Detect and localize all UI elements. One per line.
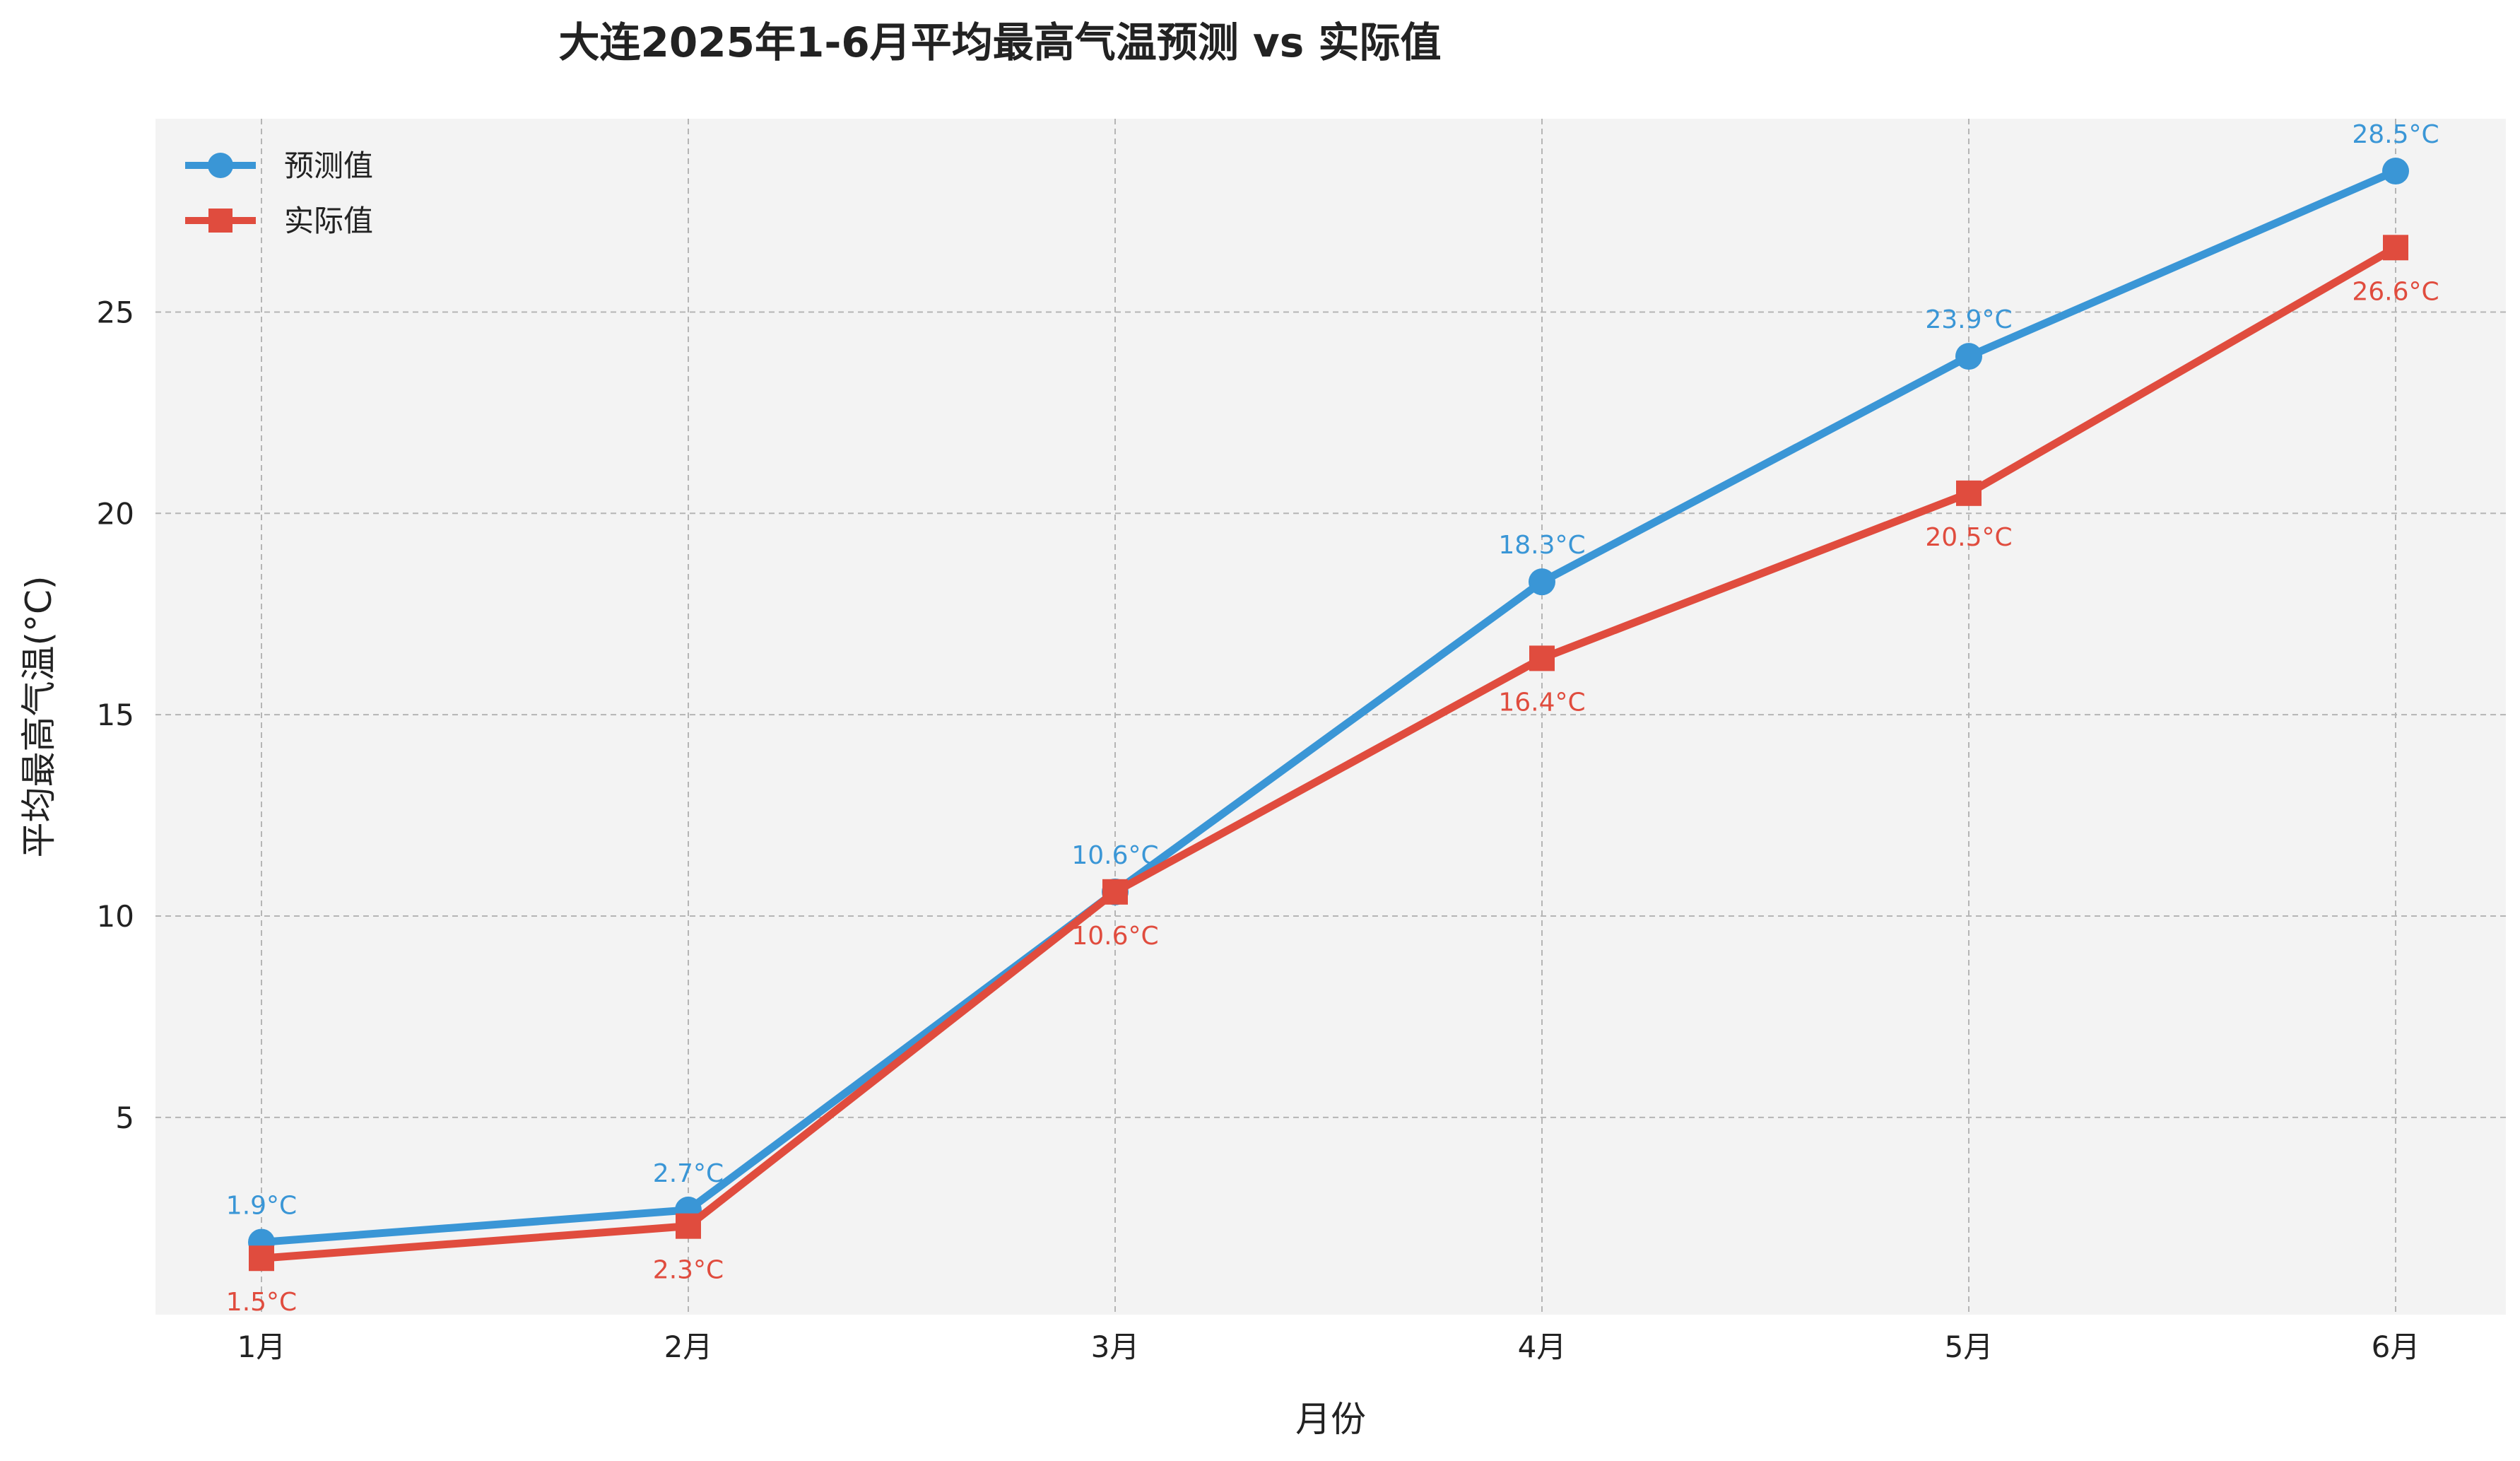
data-labels: 1.9°C 2.7°C 10.6°C 18.3°C 23.9°C 28.5°C 1.5°C 2… xyxy=(226,120,2439,1317)
data-label: 28.5°C xyxy=(2352,120,2439,149)
legend-marker-square xyxy=(208,209,232,233)
data-label: 16.4°C xyxy=(1498,688,1585,717)
x-tick-label: 2月 xyxy=(664,1330,713,1364)
data-point-square xyxy=(1529,645,1555,671)
y-axis-label: 平均最高气温(°C) xyxy=(18,576,59,858)
legend-item-forecast: 预测值 xyxy=(185,148,373,183)
plot-area xyxy=(155,119,2506,1315)
tick-labels: 1月 2月 3月 4月 5月 6月 5 10 15 20 25 xyxy=(97,295,2420,1364)
data-point-square xyxy=(676,1213,701,1239)
grid xyxy=(155,119,2506,1315)
data-point-circle xyxy=(2382,158,2409,185)
x-tick-label: 4月 xyxy=(1518,1330,1567,1364)
y-tick-label: 10 xyxy=(97,899,134,934)
x-tick-label: 1月 xyxy=(237,1330,286,1364)
x-tick-label: 3月 xyxy=(1091,1330,1140,1364)
legend-item-actual: 实际值 xyxy=(185,204,373,238)
data-point-square xyxy=(1102,879,1128,905)
data-label: 20.5°C xyxy=(1925,523,2012,552)
y-tick-label: 15 xyxy=(97,698,134,732)
y-tick-label: 5 xyxy=(115,1101,134,1135)
legend-marker-circle xyxy=(208,153,233,178)
series-layer xyxy=(248,158,2409,1272)
y-tick-label: 20 xyxy=(97,496,134,531)
data-point-square xyxy=(1956,480,1982,506)
x-tick-label: 6月 xyxy=(2372,1330,2420,1364)
data-point-square xyxy=(2383,235,2408,261)
data-point-square xyxy=(249,1245,274,1272)
series-line-1 xyxy=(257,243,2400,1262)
legend-label-forecast: 预测值 xyxy=(284,148,373,183)
x-axis-label: 月份 xyxy=(1295,1399,1366,1440)
y-tick-label: 25 xyxy=(97,295,134,329)
data-label: 18.3°C xyxy=(1498,531,1585,560)
x-tick-label: 5月 xyxy=(1945,1330,1994,1364)
series-line-0 xyxy=(257,167,2400,1246)
data-point-circle xyxy=(1529,568,1555,596)
data-point-circle xyxy=(1955,343,1982,370)
legend: 预测值 实际值 xyxy=(185,148,373,238)
chart-title: 大连2025年1-6月平均最高气温预测 vs 实际值 xyxy=(559,18,1442,66)
data-label: 2.7°C xyxy=(653,1159,724,1188)
data-label: 26.6°C xyxy=(2352,277,2439,306)
data-label: 2.3°C xyxy=(653,1256,724,1285)
legend-label-actual: 实际值 xyxy=(284,204,373,238)
data-label: 1.9°C xyxy=(226,1191,297,1220)
data-label: 10.6°C xyxy=(1071,922,1158,951)
data-label: 23.9°C xyxy=(1925,305,2012,334)
data-label: 1.5°C xyxy=(226,1288,297,1317)
data-label: 10.6°C xyxy=(1071,841,1158,870)
